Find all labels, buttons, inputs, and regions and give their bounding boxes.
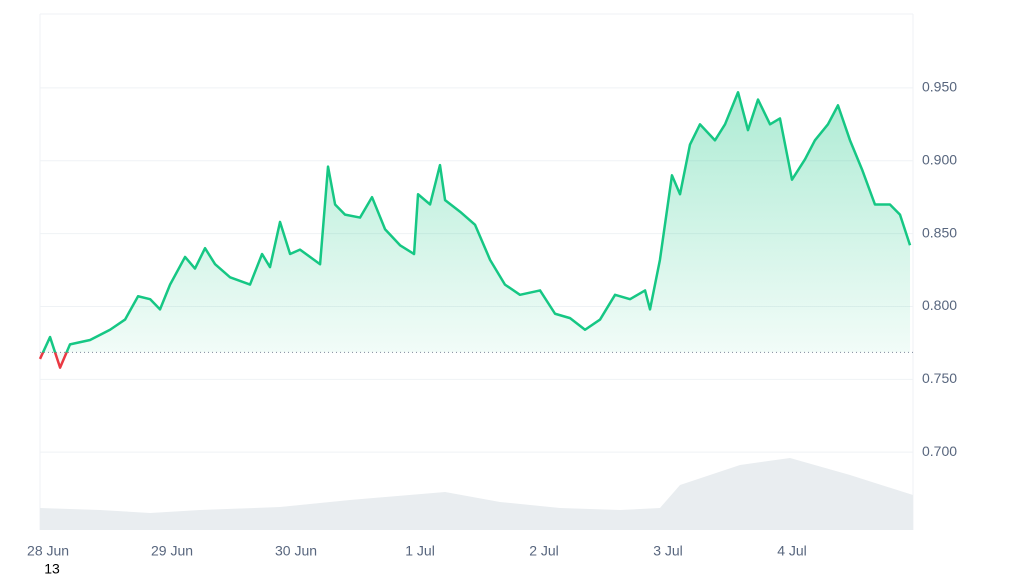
x-tick-label: 1 Jul [405, 543, 435, 559]
y-tick-label: 0.700 [922, 443, 957, 459]
volume-area [40, 458, 913, 530]
y-tick-label: 0.950 [922, 79, 957, 95]
x-tick-label: 4 Jul [777, 543, 807, 559]
price-area [40, 92, 911, 368]
y-tick-label: 0.850 [922, 224, 957, 240]
x-tick-label: 30 Jun [275, 543, 317, 559]
x-tick-label: 29 Jun [151, 543, 193, 559]
y-tick-label: 0.900 [922, 151, 957, 167]
price-line [38, 91, 912, 369]
x-tick-label: 3 Jul [653, 543, 683, 559]
y-tick-label: 0.800 [922, 297, 957, 313]
x-tick-label: 2 Jul [529, 543, 559, 559]
x-tick-label: 28 Jun [27, 543, 69, 559]
y-tick-label: 0.750 [922, 370, 957, 386]
x-sub-label: 13 [44, 561, 60, 576]
